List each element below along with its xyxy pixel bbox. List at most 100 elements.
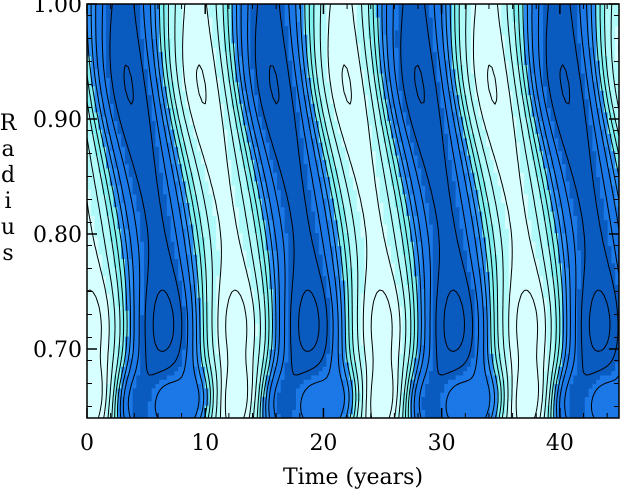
contour-cell: [269, 94, 274, 100]
contour-cell: [113, 73, 118, 78]
contour-cell: [140, 409, 145, 415]
contour-cell: [155, 271, 160, 277]
contour-cell: [166, 409, 172, 415]
contour-cell: [159, 60, 164, 65]
contour-cell: [151, 379, 156, 385]
contour-cell: [132, 284, 137, 290]
contour-cell: [216, 219, 221, 225]
contour-cell: [159, 98, 164, 104]
contour-cell: [106, 241, 111, 247]
contour-cell: [189, 81, 194, 87]
contour-cell: [280, 245, 286, 251]
contour-cell: [136, 47, 141, 53]
contour-cell: [109, 331, 115, 337]
contour-cell: [140, 258, 145, 264]
contour-cell: [117, 77, 122, 83]
contour-cell: [265, 275, 270, 281]
contour-cell: [223, 349, 229, 354]
contour-cell: [106, 185, 111, 191]
contour-cell: [269, 129, 274, 134]
contour-cell: [147, 349, 153, 354]
contour-cell: [132, 142, 137, 147]
contour-cell: [121, 16, 126, 22]
contour-cell: [166, 154, 172, 160]
contour-cell: [155, 150, 160, 156]
contour-cell: [174, 379, 179, 385]
contour-cell: [151, 219, 156, 225]
contour-cell: [113, 254, 118, 260]
contour-cell: [174, 400, 179, 406]
contour-cell: [254, 301, 259, 307]
contour-cell: [166, 370, 172, 376]
contour-cell: [242, 180, 248, 186]
contour-cell: [193, 318, 198, 324]
contour-cell: [261, 327, 267, 333]
contour-cell: [182, 146, 187, 152]
contour-cell: [277, 370, 282, 376]
contour-cell: [216, 146, 221, 152]
contour-cell: [261, 47, 267, 53]
contour-cell: [212, 129, 217, 134]
contour-cell: [140, 344, 145, 350]
contour-cell: [223, 90, 229, 96]
contour-cell: [109, 387, 115, 393]
contour-cell: [102, 51, 107, 57]
contour-cell: [216, 98, 221, 104]
contour-cell: [106, 193, 111, 199]
contour-cell: [102, 85, 107, 91]
contour-cell: [269, 34, 274, 40]
contour-cell: [178, 159, 183, 165]
contour-cell: [98, 98, 103, 104]
contour-cell: [147, 387, 153, 393]
contour-cell: [204, 107, 210, 113]
contour-cell: [239, 159, 244, 165]
contour-cell: [254, 288, 259, 294]
contour-cell: [102, 267, 107, 272]
contour-cell: [208, 310, 213, 316]
contour-cell: [189, 133, 194, 139]
contour-cell: [250, 77, 255, 83]
contour-cell: [280, 301, 286, 307]
contour-cell: [204, 172, 210, 178]
contour-cell: [231, 219, 236, 225]
contour-cell: [185, 51, 191, 57]
contour-cell: [220, 176, 225, 182]
contour-cell: [280, 94, 286, 100]
contour-cell: [178, 379, 183, 385]
contour-cell: [197, 357, 202, 363]
contour-cell: [261, 133, 267, 139]
contour-cell: [174, 202, 179, 208]
contour-cell: [166, 159, 172, 165]
contour-cell: [147, 379, 153, 385]
contour-cell: [128, 124, 134, 130]
contour-cell: [87, 16, 92, 22]
contour-cell: [185, 133, 191, 139]
contour-cell: [201, 223, 206, 229]
contour-cell: [113, 215, 118, 221]
contour-cell: [106, 77, 111, 83]
contour-cell: [261, 137, 267, 143]
contour-cell: [178, 331, 183, 337]
contour-cell: [212, 318, 217, 324]
contour-cell: [250, 327, 255, 333]
contour-cell: [102, 297, 107, 303]
contour-cell: [227, 172, 232, 178]
contour-cell: [147, 189, 153, 195]
contour-cell: [170, 137, 175, 143]
contour-cell: [182, 98, 187, 104]
contour-cell: [284, 409, 289, 415]
contour-cell: [189, 38, 194, 44]
contour-cell: [220, 271, 225, 277]
contour-cell: [197, 68, 202, 74]
contour-cell: [254, 400, 259, 406]
contour-cell: [182, 323, 187, 329]
contour-cell: [90, 236, 96, 242]
contour-cell: [102, 318, 107, 324]
contour-cell: [98, 185, 103, 191]
contour-cell: [193, 111, 198, 117]
contour-cell: [121, 64, 126, 70]
contour-cell: [212, 331, 217, 337]
contour-cell: [178, 236, 183, 242]
contour-cell: [170, 64, 175, 70]
contour-cell: [106, 73, 111, 78]
